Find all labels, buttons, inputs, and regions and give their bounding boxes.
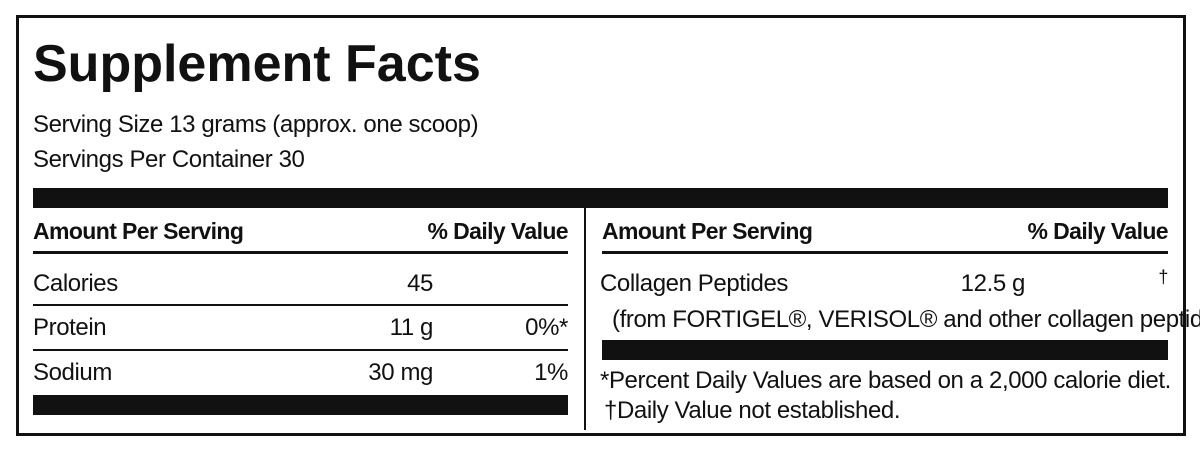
- nutrient-amount: 30 mg: [368, 359, 433, 386]
- nutrient-amount: 45: [407, 270, 433, 297]
- thick-bar: [33, 188, 1168, 208]
- nutrient-name: Sodium: [33, 359, 112, 386]
- footnote: †Daily Value not established.: [604, 397, 901, 424]
- column-header: % Daily Value: [1027, 218, 1169, 244]
- ingredient-name: Collagen Peptides: [600, 270, 789, 297]
- servings-per-container: Servings Per Container 30: [33, 146, 305, 173]
- title: Supplement Facts: [33, 35, 481, 93]
- nutrient-name: Calories: [33, 270, 118, 297]
- rule: [33, 349, 568, 351]
- serving-size: Serving Size 13 grams (approx. one scoop…: [33, 111, 479, 138]
- frame: [16, 15, 1186, 436]
- rule: [33, 251, 568, 254]
- footnote: *Percent Daily Values are based on a 2,0…: [600, 367, 1171, 394]
- nutrient-amount: 11 g: [389, 314, 434, 341]
- rule: [33, 304, 568, 306]
- ingredient-note: (from FORTIGEL®, VERISOL® and other coll…: [612, 306, 1200, 333]
- column-divider: [584, 208, 586, 430]
- nutrient-dv: 0%*: [525, 314, 568, 341]
- rule: [602, 251, 1168, 254]
- column-header: Amount Per Serving: [602, 218, 813, 244]
- column-header: Amount Per Serving: [33, 218, 244, 244]
- nutrient-name: Protein: [33, 314, 107, 341]
- thick-bar: [33, 395, 568, 415]
- ingredient-amount: 12.5 g: [960, 270, 1026, 297]
- nutrient-dv: 1%: [534, 359, 568, 386]
- column-header: % Daily Value: [427, 218, 569, 244]
- ingredient-dv: †: [1158, 267, 1168, 287]
- thick-bar: [602, 340, 1168, 360]
